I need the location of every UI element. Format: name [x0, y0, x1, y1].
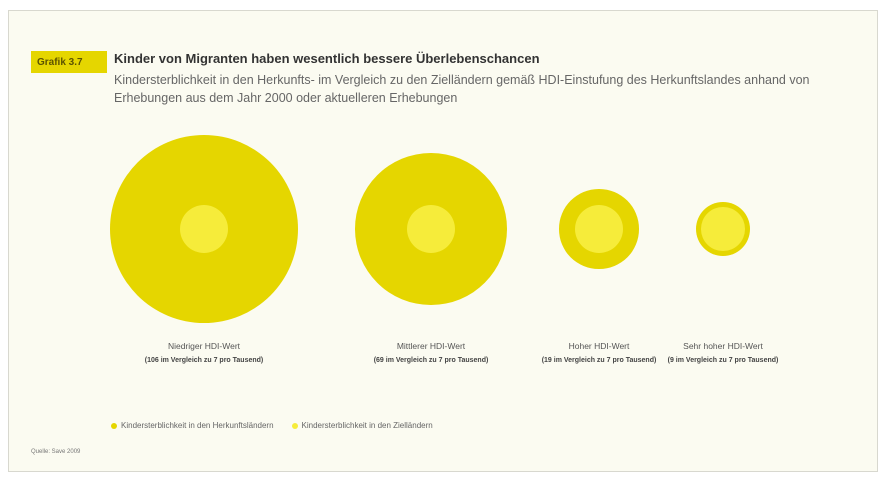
chart-title: Kinder von Migranten haben wesentlich be…	[114, 51, 540, 66]
legend-item-destination: Kindersterblichkeit in den Zielländern	[291, 421, 433, 430]
legend-label-destination: Kindersterblichkeit in den Zielländern	[301, 421, 433, 430]
figure-badge: Grafik 3.7	[31, 51, 107, 73]
category-label-1: Niedriger HDI-Wert (106 im Vergleich zu 7…	[139, 341, 269, 366]
category-note-2: (69 im Vergleich zu 7 pro Tausend)	[373, 357, 489, 364]
bubble-destination-2	[406, 204, 456, 254]
bubble-destination-4	[701, 207, 745, 251]
legend: Kindersterblichkeit in den Herkunftsländ…	[111, 421, 433, 430]
figure-frame: Grafik 3.7 Kinder von Migranten haben we…	[8, 10, 878, 472]
bubble-plot-area	[9, 121, 879, 341]
legend-swatch-destination	[291, 422, 298, 429]
chart-subtitle: Kindersterblichkeit in den Herkunfts- im…	[114, 73, 810, 105]
bubble-destination-3	[574, 204, 624, 254]
category-label-2: Mittlerer HDI-Wert (69 im Vergleich zu 7 …	[366, 341, 496, 366]
legend-swatch-origin	[111, 422, 117, 429]
category-name-4: Sehr hoher HDI-Wert	[683, 341, 763, 351]
category-note-3: (19 im Vergleich zu 7 pro Tausend)	[541, 357, 657, 364]
bubble-destination-1	[179, 204, 229, 254]
source-note: Quelle: Save 2009	[31, 449, 81, 455]
legend-label-origin: Kindersterblichkeit in den Herkunftsländ…	[121, 421, 274, 430]
legend-item-origin: Kindersterblichkeit in den Herkunftsländ…	[111, 421, 274, 430]
category-name-2: Mittlerer HDI-Wert	[396, 341, 466, 351]
category-name-3: Hoher HDI-Wert	[568, 341, 630, 351]
category-label-3: Hoher HDI-Wert (19 im Vergleich zu 7 pro …	[534, 341, 664, 366]
category-note-1: (106 im Vergleich zu 7 pro Tausend)	[144, 357, 264, 364]
category-label-4: Sehr hoher HDI-Wert (9 im Vergleich zu 7 …	[658, 341, 788, 366]
category-note-4: (9 im Vergleich zu 7 pro Tausend)	[667, 357, 779, 364]
category-name-1: Niedriger HDI-Wert	[167, 341, 241, 351]
